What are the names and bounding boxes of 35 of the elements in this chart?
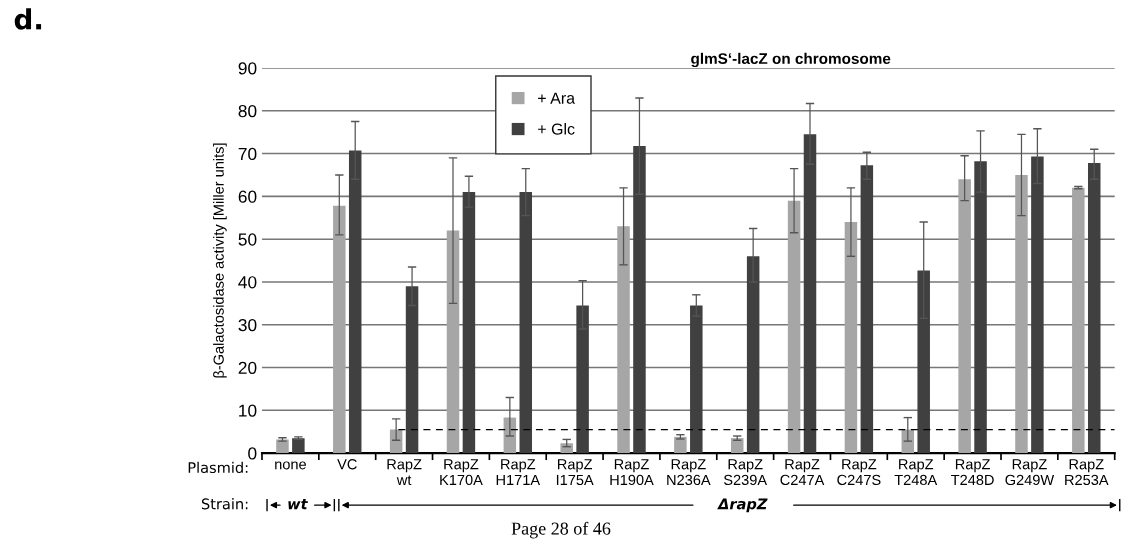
y-tick-label: 20 xyxy=(238,361,257,374)
y-tick-label: 40 xyxy=(238,276,257,289)
x-tick-label: none xyxy=(275,461,306,470)
y-tick-label: 0 xyxy=(248,447,257,460)
text: Strain: xyxy=(201,498,248,510)
x-tick-label: RapZ G249W xyxy=(1005,459,1055,486)
x-tick-label: RapZ T248D xyxy=(951,459,994,486)
chart-title: glmS‘-lacZ on chromosome xyxy=(691,52,891,68)
text: ΔrapZ xyxy=(717,498,768,513)
text: wt xyxy=(288,498,308,510)
x-tick-label: RapZ C247A xyxy=(780,459,825,486)
x-tick-label: RapZ H171A xyxy=(496,459,541,485)
legend-label: + Glc xyxy=(538,123,575,135)
text: d. xyxy=(14,8,42,30)
x-tick-label: RapZ T248A xyxy=(894,459,938,486)
y-tick-label: 90 xyxy=(238,62,257,75)
legend-label: + Ara xyxy=(538,92,576,104)
text: Plasmid: xyxy=(188,461,248,474)
y-tick-label: 70 xyxy=(238,147,257,161)
text: Page 28 of 46 xyxy=(511,521,611,539)
x-tick-label: RapZ wt xyxy=(387,459,422,486)
y-axis-title: β-Galactosidase activity [Miller units] xyxy=(213,143,227,378)
x-tick-label: RapZ S239A xyxy=(723,459,768,486)
x-tick-label: RapZ R253A xyxy=(1065,459,1109,486)
y-tick-label: 30 xyxy=(238,318,257,332)
x-tick-label: RapZ K170A xyxy=(440,459,483,486)
y-tick-label: 50 xyxy=(238,233,257,246)
y-tick-label: 60 xyxy=(238,190,257,203)
y-tick-label: 10 xyxy=(239,404,257,417)
x-tick-label: RapZ I175A xyxy=(556,459,594,486)
y-tick-label: 80 xyxy=(238,104,257,118)
x-tick-label: RapZ N236A xyxy=(667,459,711,486)
x-tick-label: RapZ H190A xyxy=(610,459,654,486)
x-tick-label: RapZ C247S xyxy=(837,459,881,486)
x-tick-label: VC xyxy=(337,459,357,470)
